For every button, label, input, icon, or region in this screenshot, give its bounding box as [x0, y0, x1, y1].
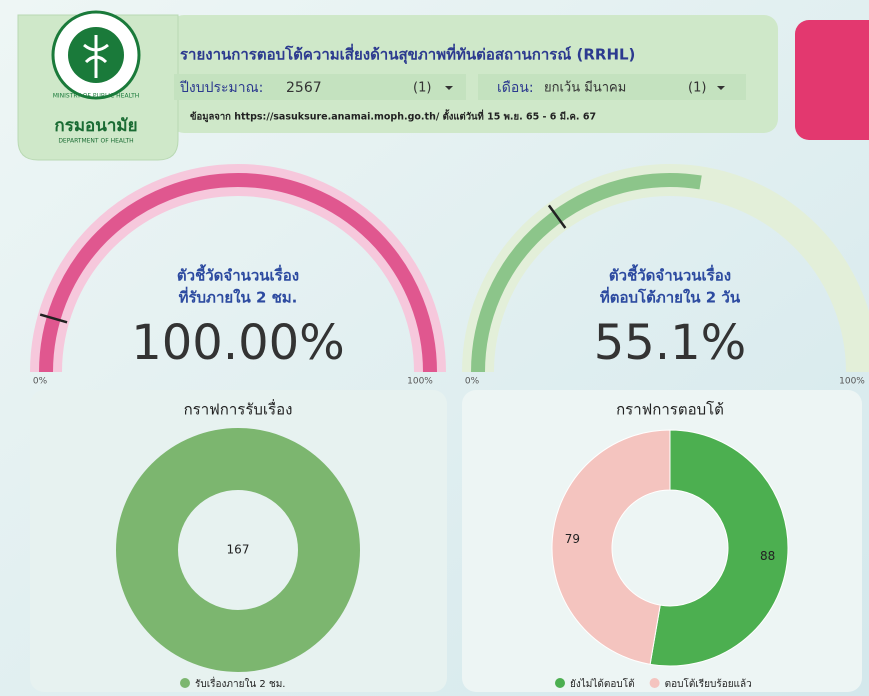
- legend-label: ตอบโต้เรียบร้อยแล้ว: [665, 677, 752, 690]
- gauge-value: 100.00%: [131, 315, 345, 371]
- gauge-min: 0%: [465, 377, 480, 387]
- fiscal-value: 2567: [286, 80, 322, 96]
- month-filter[interactable]: [478, 74, 746, 100]
- org-en: DEPARTMENT OF HEALTH: [58, 138, 133, 145]
- fiscal-count: (1): [413, 81, 431, 96]
- logo-caduceus: [83, 35, 109, 78]
- legend-swatch: [555, 678, 565, 688]
- month-value: ยกเว้น มีนาคม: [544, 80, 626, 96]
- legend-label: ยังไม่ได้ตอบโต้: [570, 677, 635, 690]
- gauge-value: 55.1%: [594, 315, 746, 371]
- slice-label: 167: [227, 543, 250, 557]
- month-label: เดือน:: [497, 80, 534, 96]
- month-count: (1): [688, 81, 706, 96]
- donut-slice: [649, 429, 789, 667]
- donut-title: กราฟการตอบโต้: [616, 401, 724, 419]
- gauge-title: ที่รับภายใน 2 ชม.: [179, 287, 298, 307]
- gauge-title: ตัวชี้วัดจำนวนเรื่อง: [609, 264, 731, 285]
- legend-label: รับเรื่องภายใน 2 ชม.: [195, 676, 285, 690]
- gauge-target: [39, 313, 68, 324]
- gauge-fill: [471, 173, 702, 373]
- report-title: รายงานการตอบโต้ความเสี่ยงด้านสุขภาพที่ทั…: [180, 44, 635, 65]
- logo-ring-text: MINISTRY OF PUBLIC HEALTH: [53, 93, 140, 100]
- gauge-fill: [39, 173, 437, 373]
- donut-title: กราฟการรับเรื่อง: [184, 399, 293, 419]
- kpi-card: [795, 20, 869, 140]
- slice-label: 79: [565, 532, 580, 546]
- gauge-title: ตัวชี้วัดจำนวนเรื่อง: [177, 264, 299, 285]
- slice-label: 88: [760, 549, 775, 563]
- legend-swatch: [649, 678, 660, 688]
- gauge-max: 100%: [839, 377, 865, 387]
- source-note: ข้อมูลจาก https://sasuksure.anamai.moph.…: [190, 109, 596, 124]
- gauge-title: ที่ตอบโต้ภายใน 2 วัน: [600, 287, 741, 307]
- org-name: กรมอนามัย: [54, 116, 137, 136]
- dropdown-arrow: [445, 86, 453, 90]
- donut-slice: [551, 429, 671, 665]
- header-card: [170, 15, 778, 133]
- dropdown-arrow: [717, 86, 725, 90]
- gauge-target: [547, 204, 567, 229]
- fiscal-label: ปีงบประมาณ:: [180, 80, 264, 96]
- gauge-min: 0%: [33, 377, 48, 387]
- legend-swatch: [180, 678, 190, 688]
- panel: [30, 390, 447, 692]
- gauge-max: 100%: [407, 377, 433, 387]
- donut-slice: [116, 428, 360, 672]
- fiscal-filter[interactable]: [174, 74, 466, 100]
